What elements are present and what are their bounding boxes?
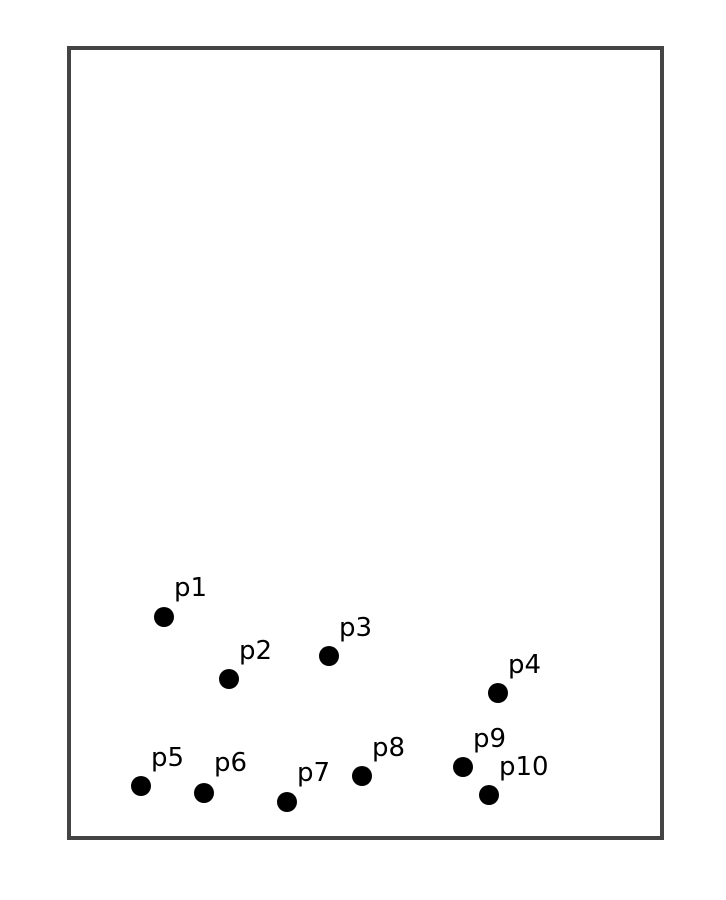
- point-p9: p9: [453, 724, 506, 777]
- point-label: p8: [372, 733, 405, 763]
- point-label: p4: [508, 650, 541, 680]
- point-marker: [488, 683, 508, 703]
- point-marker: [352, 766, 372, 786]
- point-marker: [453, 757, 473, 777]
- point-label: p2: [239, 636, 272, 666]
- point-label: p5: [151, 743, 184, 773]
- point-p1: p1: [154, 573, 207, 627]
- point-p5: p5: [131, 743, 184, 796]
- point-label: p10: [499, 752, 549, 782]
- point-p3: p3: [319, 613, 372, 666]
- point-marker: [319, 646, 339, 666]
- point-marker: [154, 607, 174, 627]
- point-p4: p4: [488, 650, 541, 703]
- point-p7: p7: [277, 758, 330, 812]
- point-marker: [219, 669, 239, 689]
- point-label: p6: [214, 748, 247, 778]
- point-label: p7: [297, 758, 330, 788]
- point-marker: [479, 785, 499, 805]
- point-p10: p10: [479, 752, 549, 805]
- point-label: p3: [339, 613, 372, 643]
- frame: [67, 46, 664, 840]
- point-label: p9: [473, 724, 506, 754]
- point-p2: p2: [219, 636, 272, 689]
- point-marker: [194, 783, 214, 803]
- point-p6: p6: [194, 748, 247, 803]
- point-marker: [277, 792, 297, 812]
- point-label: p1: [174, 573, 207, 603]
- point-marker: [131, 776, 151, 796]
- point-p8: p8: [352, 733, 405, 786]
